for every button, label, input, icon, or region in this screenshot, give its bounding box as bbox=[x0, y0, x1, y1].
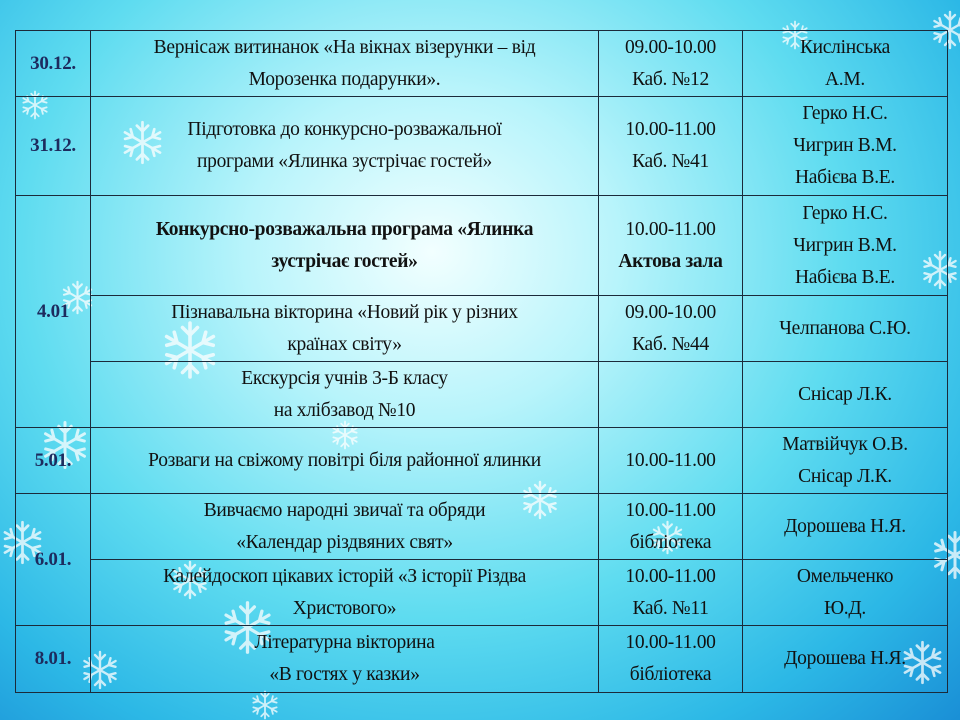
date-cell: 6.01. bbox=[15, 493, 91, 626]
time-place-cell-line: Каб. №41 bbox=[632, 151, 709, 172]
date-cell: 8.01. bbox=[15, 625, 91, 693]
time-place-cell-line: 09.00-10.00 bbox=[625, 301, 716, 323]
event-cell-line: Пізнавальна вікторина «Новий рік у різни… bbox=[171, 301, 518, 323]
responsible-cell-line: Ю.Д. bbox=[824, 597, 866, 619]
event-cell-line: Конкурсно-розважальна програма «Ялинка bbox=[155, 218, 534, 240]
responsible-cell-line: Омельченко bbox=[796, 565, 894, 587]
responsible-cell: Кислінська А.М. bbox=[742, 30, 948, 97]
event-cell: Вивчаємо народні звичаї та обряди «Календ… bbox=[90, 493, 599, 560]
time-place-cell: 10.00-11.00 bbox=[598, 427, 743, 494]
responsible-cell: Снісар Л.К. bbox=[742, 361, 948, 428]
responsible-cell-line: Снісар Л.К. bbox=[798, 465, 892, 487]
event-cell-line: «В гостях у казки» bbox=[269, 664, 420, 685]
event-cell: Пізнавальна вікторина «Новий рік у різни… bbox=[90, 295, 599, 362]
responsible-cell-line: Дорошева Н.Я. bbox=[784, 648, 906, 669]
time-place-cell: 10.00-11.00 Каб. №41 bbox=[598, 96, 743, 196]
time-place-cell-line: Каб. №44 bbox=[632, 333, 709, 355]
time-place-cell-line: бібліотека bbox=[629, 664, 712, 685]
event-cell-line: Підготовка до конкурсно-розважальної bbox=[187, 119, 502, 140]
event-cell: Калейдоскоп цікавих історій «З історії Р… bbox=[90, 559, 599, 626]
time-place-cell bbox=[598, 361, 743, 428]
responsible-cell-line: Герко Н.С. bbox=[802, 103, 888, 124]
time-place-cell: 09.00-10.00 Каб. №44 bbox=[598, 295, 743, 362]
responsible-cell-line: Набієва В.Е. bbox=[795, 266, 895, 288]
time-place-cell-line: 10.00-11.00 bbox=[625, 449, 716, 471]
event-cell-line: Літературна вікторина bbox=[254, 632, 435, 653]
time-place-cell: 10.00-11.00 Актова зала bbox=[598, 195, 743, 296]
table-row: 8.01. Літературна вікторина «В гостях у ка… bbox=[15, 625, 948, 693]
responsible-cell-line: Герко Н.С. bbox=[802, 202, 888, 224]
schedule-table: 30.12. Вернісаж витинанок «На вікнах візе… bbox=[15, 30, 948, 693]
time-place-cell-line: 10.00-11.00 bbox=[625, 632, 716, 653]
event-cell: Екскурсія учнів 3-Б класу на хлібзавод №1… bbox=[90, 361, 599, 428]
responsible-cell: Дорошева Н.Я. bbox=[742, 625, 948, 693]
snowflake-icon bbox=[252, 690, 278, 720]
event-cell-line: Вернісаж витинанок «На вікнах візерунки … bbox=[153, 36, 536, 58]
date-cell: 31.12. bbox=[15, 96, 91, 196]
time-place-cell-line: Каб. №11 bbox=[632, 597, 709, 619]
responsible-cell: Матвійчук О.В. Снісар Л.К. bbox=[742, 427, 948, 494]
table-row: Екскурсія учнів 3-Б класу на хлібзавод №1… bbox=[16, 361, 948, 428]
table-row: Пізнавальна вікторина «Новий рік у різни… bbox=[16, 295, 948, 362]
responsible-cell-line: Чигрин В.М. bbox=[793, 234, 897, 256]
table-row: Калейдоскоп цікавих історій «З історії Р… bbox=[16, 559, 948, 626]
time-place-cell-line: 10.00-11.00 bbox=[625, 119, 716, 140]
event-cell: Підготовка до конкурсно-розважальної прог… bbox=[90, 96, 599, 196]
responsible-cell-line: Челпанова С.Ю. bbox=[779, 317, 911, 339]
time-place-cell-line: бібліотека bbox=[629, 531, 712, 553]
time-place-cell-line: 10.00-11.00 bbox=[625, 218, 716, 240]
event-cell-line: Калейдоскоп цікавих історій «З історії Р… bbox=[163, 565, 526, 587]
responsible-cell-line: А.М. bbox=[825, 68, 865, 90]
event-cell: Розваги на свіжому повітрі біля районної… bbox=[90, 427, 599, 494]
table-row: 6.01. Вивчаємо народні звичаї та обряди «К… bbox=[15, 493, 948, 626]
time-place-cell-line: Каб. №12 bbox=[632, 68, 709, 90]
responsible-cell-line: Кислінська bbox=[799, 36, 891, 58]
time-place-cell-line: 10.00-11.00 bbox=[625, 499, 716, 521]
date-cell: 4.01 bbox=[15, 195, 91, 428]
table-row: 5.01. Розваги на свіжому повітрі біля рай… bbox=[15, 427, 948, 494]
date-cell: 30.12. bbox=[15, 30, 91, 97]
responsible-cell: Герко Н.С. Чигрин В.М. Набієва В.Е. bbox=[742, 96, 948, 196]
responsible-cell: Омельченко Ю.Д. bbox=[742, 559, 948, 626]
event-cell-line: країнах світу» bbox=[287, 333, 402, 355]
table-row: 30.12. Вернісаж витинанок «На вікнах візе… bbox=[15, 30, 948, 97]
time-place-cell-line: 10.00-11.00 bbox=[625, 565, 716, 587]
event-cell-line: «Календар різдвяних свят» bbox=[236, 531, 453, 553]
responsible-cell-line: Матвійчук О.В. bbox=[782, 433, 908, 455]
event-cell-line: Христового» bbox=[292, 597, 397, 619]
time-place-cell: 09.00-10.00 Каб. №12 bbox=[598, 30, 743, 97]
time-place-cell: 10.00-11.00 бібліотека bbox=[598, 625, 743, 693]
responsible-cell-line: Дорошева Н.Я. bbox=[784, 515, 906, 537]
event-cell-line: програми «Ялинка зустрічає гостей» bbox=[197, 151, 492, 172]
time-place-cell-line: Актова зала bbox=[618, 250, 723, 272]
event-cell-line: Вивчаємо народні звичаї та обряди bbox=[203, 499, 486, 521]
date-cell: 5.01. bbox=[15, 427, 91, 494]
event-cell: Конкурсно-розважальна програма «Ялинка зу… bbox=[90, 195, 599, 296]
event-cell-line: Розваги на свіжому повітрі біля районної… bbox=[148, 449, 541, 471]
responsible-cell: Дорошева Н.Я. bbox=[742, 493, 948, 560]
time-place-cell: 10.00-11.00 Каб. №11 bbox=[598, 559, 743, 626]
event-cell: Літературна вікторина «В гостях у казки» bbox=[90, 625, 599, 693]
time-place-cell: 10.00-11.00 бібліотека bbox=[598, 493, 743, 560]
table-row: 4.01 Конкурсно-розважальна програма «Ялин… bbox=[15, 195, 948, 428]
table-row: 31.12. Підготовка до конкурсно-розважальн… bbox=[15, 96, 948, 196]
event-cell: Вернісаж витинанок «На вікнах візерунки … bbox=[90, 30, 599, 97]
responsible-cell: Челпанова С.Ю. bbox=[742, 295, 948, 362]
responsible-cell: Герко Н.С. Чигрин В.М. Набієва В.Е. bbox=[742, 195, 948, 296]
event-cell-line: зустрічає гостей» bbox=[271, 250, 418, 272]
responsible-cell-line: Снісар Л.К. bbox=[798, 383, 892, 405]
time-place-cell-line: 09.00-10.00 bbox=[625, 36, 716, 58]
responsible-cell-line: Набієва В.Е. bbox=[795, 167, 895, 188]
event-cell-line: на хлібзавод №10 bbox=[273, 399, 416, 421]
event-cell-line: Екскурсія учнів 3-Б класу bbox=[241, 367, 448, 389]
responsible-cell-line: Чигрин В.М. bbox=[793, 135, 897, 156]
event-cell-line: Морозенка подарунки». bbox=[248, 68, 441, 90]
